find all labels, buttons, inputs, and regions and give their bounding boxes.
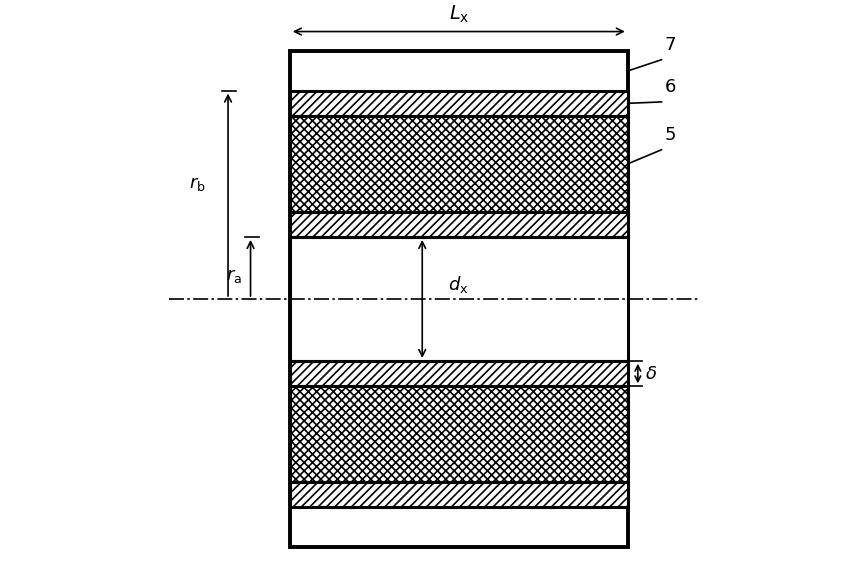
Text: $d_\mathrm{x}$: $d_\mathrm{x}$ <box>447 274 468 295</box>
Text: $L_\mathrm{x}$: $L_\mathrm{x}$ <box>448 3 469 25</box>
Bar <box>290 52 628 547</box>
Text: $r_\mathrm{b}$: $r_\mathrm{b}$ <box>189 174 205 193</box>
Bar <box>290 212 628 237</box>
Text: 5: 5 <box>664 126 675 144</box>
Bar <box>290 116 628 212</box>
Text: 6: 6 <box>664 78 675 96</box>
Bar <box>290 361 628 386</box>
Bar <box>290 482 628 507</box>
Bar <box>290 91 628 116</box>
Text: $\delta$: $\delta$ <box>644 365 657 383</box>
Text: 7: 7 <box>664 36 675 54</box>
Text: $r_\mathrm{a}$: $r_\mathrm{a}$ <box>225 267 242 285</box>
Bar <box>290 237 628 361</box>
Bar <box>290 386 628 482</box>
